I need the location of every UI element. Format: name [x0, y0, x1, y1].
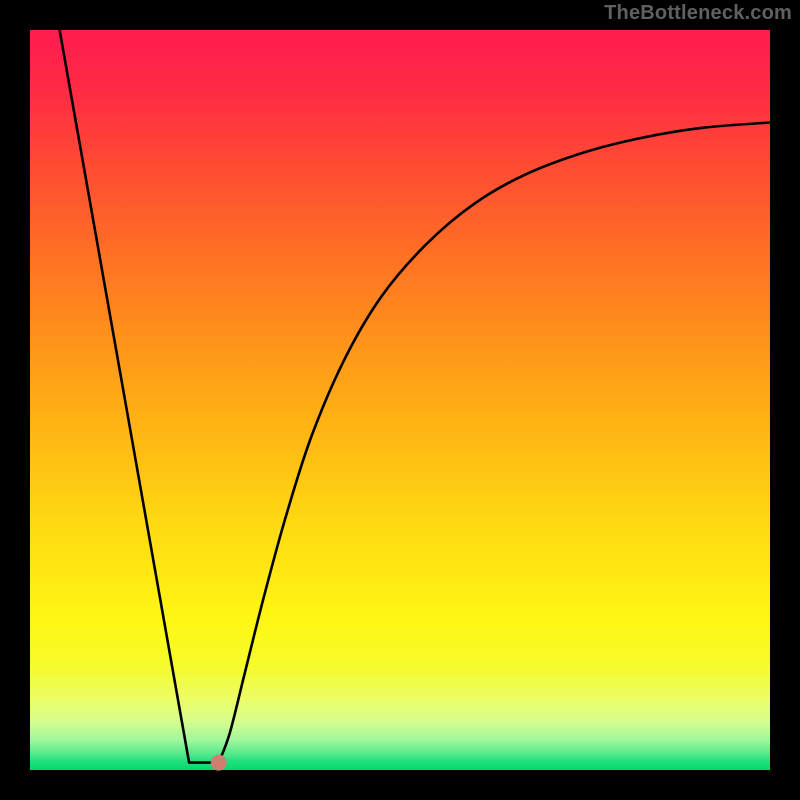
optimum-marker [211, 755, 227, 771]
bottleneck-chart [0, 0, 800, 800]
plot-area [30, 30, 770, 770]
chart-stage: TheBottleneck.com [0, 0, 800, 800]
